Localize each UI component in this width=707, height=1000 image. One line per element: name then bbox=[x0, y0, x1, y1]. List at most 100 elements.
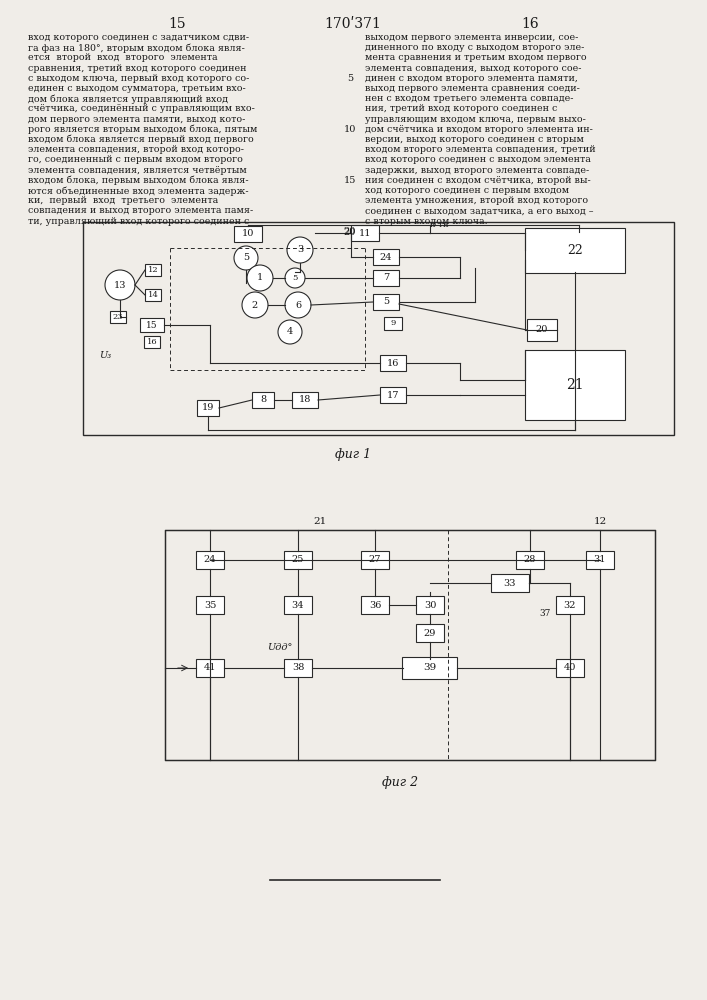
Text: элемента совпадения, выход которого сое-: элемента совпадения, выход которого сое- bbox=[365, 64, 581, 73]
Text: 22: 22 bbox=[567, 243, 583, 256]
Text: диненного по входу с выходом второго эле-: диненного по входу с выходом второго эле… bbox=[365, 43, 585, 52]
Circle shape bbox=[242, 292, 268, 318]
Text: га фаз на 180°, вторым входом блока явля-: га фаз на 180°, вторым входом блока явля… bbox=[28, 43, 245, 53]
Text: ти, управляющий вход которого соединен с: ти, управляющий вход которого соединен с bbox=[28, 217, 250, 226]
Text: 1: 1 bbox=[257, 273, 263, 282]
Text: 7: 7 bbox=[383, 273, 389, 282]
Text: 32: 32 bbox=[563, 600, 576, 609]
Bar bbox=[292, 392, 318, 408]
Text: входом блока является первый вход первого: входом блока является первый вход первог… bbox=[28, 135, 254, 144]
Text: 23: 23 bbox=[112, 313, 123, 321]
Text: 30: 30 bbox=[423, 600, 436, 609]
Bar bbox=[373, 249, 399, 265]
Bar bbox=[416, 596, 444, 614]
Text: 21: 21 bbox=[566, 378, 584, 392]
Text: 31: 31 bbox=[594, 556, 606, 564]
Text: 35: 35 bbox=[204, 600, 216, 609]
Text: 16: 16 bbox=[521, 17, 539, 31]
Text: 5: 5 bbox=[243, 253, 249, 262]
Text: единен с выходом сумматора, третьим вхо-: единен с выходом сумматора, третьим вхо- bbox=[28, 84, 246, 93]
Text: 11: 11 bbox=[358, 229, 371, 237]
Text: элемента умножения, второй вход которого: элемента умножения, второй вход которого bbox=[365, 196, 588, 205]
Text: ются объединенные вход элемента задерж-: ются объединенные вход элемента задерж- bbox=[28, 186, 249, 196]
Text: ния, третий вход которого соединен с: ния, третий вход которого соединен с bbox=[365, 104, 557, 113]
Text: 33: 33 bbox=[504, 578, 516, 587]
Text: выход первого элемента сравнения соеди-: выход первого элемента сравнения соеди- bbox=[365, 84, 580, 93]
Text: 20: 20 bbox=[344, 228, 356, 237]
Bar bbox=[140, 318, 164, 332]
Text: элемента совпадения, второй вход которо-: элемента совпадения, второй вход которо- bbox=[28, 145, 244, 154]
Text: ход которого соединен с первым входом: ход которого соединен с первым входом bbox=[365, 186, 569, 195]
Text: фиг 1: фиг 1 bbox=[335, 448, 371, 461]
Text: 15: 15 bbox=[344, 176, 356, 185]
Text: 15: 15 bbox=[146, 320, 158, 330]
Text: 24: 24 bbox=[380, 252, 392, 261]
Text: 2: 2 bbox=[252, 300, 258, 310]
Bar bbox=[516, 551, 544, 569]
Text: вход которого соединен с выходом элемента: вход которого соединен с выходом элемент… bbox=[365, 155, 591, 164]
Bar bbox=[196, 596, 224, 614]
Text: 10: 10 bbox=[242, 230, 255, 238]
Bar bbox=[380, 387, 406, 403]
Text: рого является вторым выходом блока, пятым: рого является вторым выходом блока, пяты… bbox=[28, 125, 257, 134]
Text: Uдд°: Uдд° bbox=[267, 644, 293, 652]
Bar bbox=[525, 350, 625, 420]
Bar bbox=[384, 316, 402, 330]
Bar bbox=[491, 574, 529, 592]
Bar bbox=[165, 530, 655, 760]
Text: 16: 16 bbox=[146, 338, 158, 346]
Bar bbox=[284, 659, 312, 677]
Text: с выходом ключа, первый вход которого со-: с выходом ключа, первый вход которого со… bbox=[28, 74, 250, 83]
Bar bbox=[252, 392, 274, 408]
Bar bbox=[144, 336, 160, 348]
Text: 34: 34 bbox=[292, 600, 304, 609]
Bar bbox=[380, 355, 406, 371]
Bar bbox=[586, 551, 614, 569]
Bar bbox=[284, 596, 312, 614]
Text: 15: 15 bbox=[168, 17, 186, 31]
Bar bbox=[373, 294, 399, 310]
Text: сравнения, третий вход которого соединен: сравнения, третий вход которого соединен bbox=[28, 64, 247, 73]
Circle shape bbox=[285, 268, 305, 288]
Text: совпадения и выход второго элемента памя-: совпадения и выход второго элемента памя… bbox=[28, 206, 253, 215]
Text: 5: 5 bbox=[383, 298, 389, 306]
Text: 16: 16 bbox=[387, 359, 399, 367]
Text: и тн: и тн bbox=[430, 221, 449, 229]
Text: 8: 8 bbox=[260, 395, 266, 404]
Text: 12: 12 bbox=[148, 266, 158, 274]
Text: го, соединенный с первым входом второго: го, соединенный с первым входом второго bbox=[28, 155, 243, 164]
Text: 40: 40 bbox=[563, 664, 576, 672]
Text: 41: 41 bbox=[204, 664, 216, 672]
Circle shape bbox=[105, 270, 135, 300]
Text: 14: 14 bbox=[148, 291, 158, 299]
Text: 20: 20 bbox=[536, 326, 548, 334]
Bar bbox=[197, 400, 219, 416]
Bar bbox=[284, 551, 312, 569]
Text: 24: 24 bbox=[204, 556, 216, 564]
Text: входом блока, первым выходом блока явля-: входом блока, первым выходом блока явля- bbox=[28, 176, 249, 185]
Text: 38: 38 bbox=[292, 664, 304, 672]
Text: 18: 18 bbox=[299, 395, 311, 404]
Text: 25: 25 bbox=[292, 556, 304, 564]
Text: управляющим входом ключа, первым выхо-: управляющим входом ключа, первым выхо- bbox=[365, 115, 586, 124]
Bar bbox=[556, 596, 584, 614]
Text: счётчика, соединённый с управляющим вхо-: счётчика, соединённый с управляющим вхо- bbox=[28, 104, 255, 113]
Text: 19: 19 bbox=[201, 403, 214, 412]
Bar bbox=[527, 319, 557, 341]
Text: элемента совпадения, является четвёртым: элемента совпадения, является четвёртым bbox=[28, 166, 247, 175]
Bar bbox=[416, 624, 444, 642]
Text: 170ʹ371: 170ʹ371 bbox=[325, 17, 382, 31]
Bar bbox=[196, 551, 224, 569]
Text: ния соединен с входом счётчика, второй вы-: ния соединен с входом счётчика, второй в… bbox=[365, 176, 591, 185]
Text: дом блока является управляющий вход: дом блока является управляющий вход bbox=[28, 94, 228, 104]
Text: 39: 39 bbox=[423, 664, 437, 672]
Text: 5: 5 bbox=[292, 274, 298, 282]
Bar bbox=[373, 270, 399, 286]
Circle shape bbox=[278, 320, 302, 344]
Text: 17: 17 bbox=[387, 390, 399, 399]
Text: фиг 2: фиг 2 bbox=[382, 776, 418, 789]
Text: версии, выход которого соединен с вторым: версии, выход которого соединен с вторым bbox=[365, 135, 584, 144]
Bar bbox=[234, 226, 262, 242]
Bar bbox=[351, 225, 379, 241]
Text: задержки, выход второго элемента совпаде-: задержки, выход второго элемента совпаде… bbox=[365, 166, 589, 175]
